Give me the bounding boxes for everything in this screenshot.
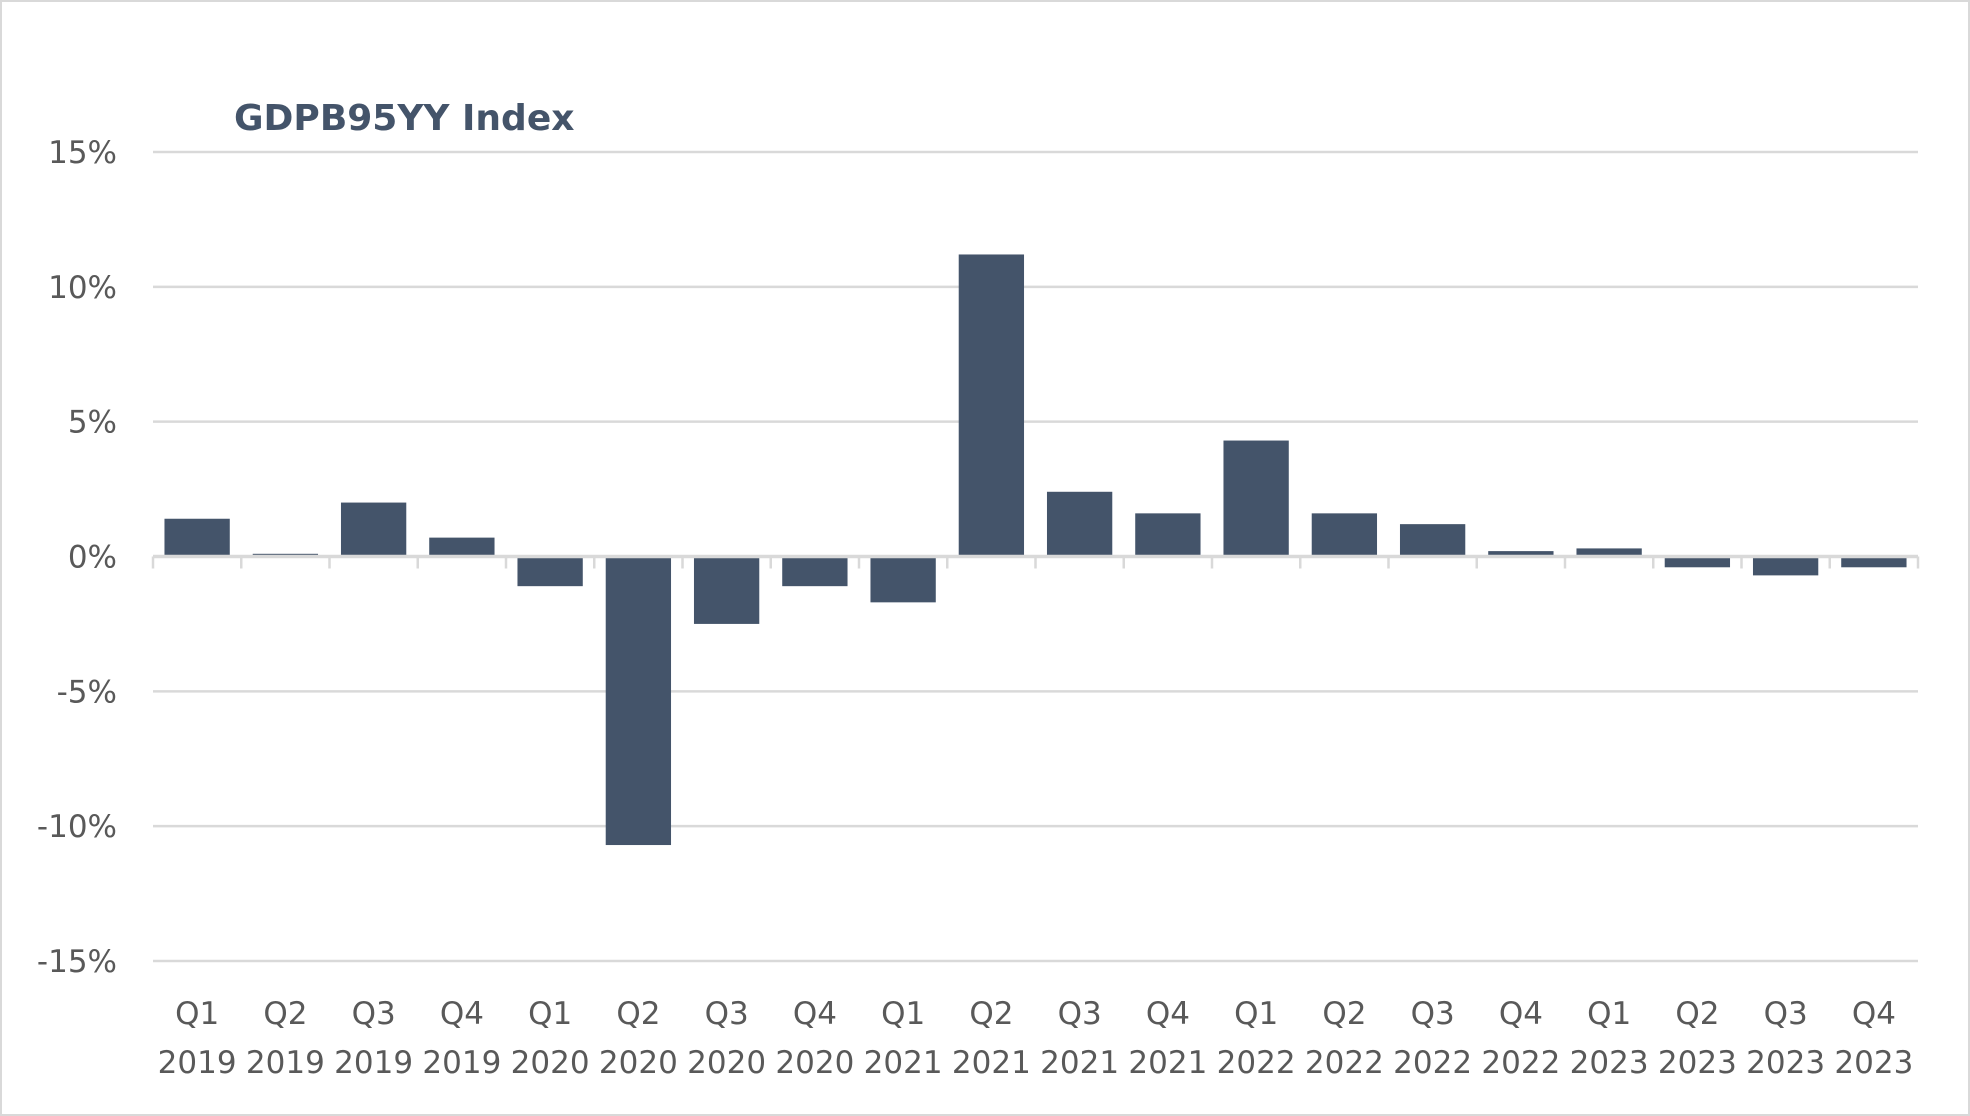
x-tick-label: 2023 bbox=[1746, 1045, 1825, 1081]
bar-q2-2022 bbox=[1311, 513, 1378, 557]
y-tick-label: 5% bbox=[68, 405, 117, 441]
x-tick-label: 2019 bbox=[246, 1045, 325, 1081]
x-tick-label: Q2 bbox=[263, 996, 307, 1032]
x-tick-label: Q3 bbox=[1411, 996, 1455, 1032]
bar-q2-2020 bbox=[605, 556, 672, 846]
bar-q3-2019 bbox=[340, 502, 407, 557]
bar-q3-2023 bbox=[1752, 556, 1819, 576]
x-tick-label: 2021 bbox=[1128, 1045, 1207, 1081]
x-tick-label: Q1 bbox=[1234, 996, 1278, 1032]
x-tick-label: 2020 bbox=[511, 1045, 590, 1081]
y-tick-label: 0% bbox=[68, 540, 117, 576]
x-tick-label: Q1 bbox=[175, 996, 219, 1032]
bar-q2-2023 bbox=[1664, 556, 1731, 568]
x-tick-label: 2019 bbox=[334, 1045, 413, 1081]
x-tick-label: 2022 bbox=[1217, 1045, 1296, 1081]
x-tick-label: 2023 bbox=[1570, 1045, 1649, 1081]
x-tick-label: Q1 bbox=[1587, 996, 1631, 1032]
x-tick-label: Q4 bbox=[440, 996, 484, 1032]
bar-q3-2022 bbox=[1399, 524, 1466, 557]
chart-title: GDPB95YY Index bbox=[234, 98, 574, 139]
bar-q1-2021 bbox=[870, 556, 936, 603]
x-tick-label: 2021 bbox=[1040, 1045, 1119, 1081]
y-tick-label: 10% bbox=[48, 270, 117, 306]
x-tick-label: Q3 bbox=[705, 996, 749, 1032]
x-tick-label: Q2 bbox=[1322, 996, 1366, 1032]
x-tick-label: 2019 bbox=[158, 1045, 237, 1081]
x-tick-label: 2022 bbox=[1481, 1045, 1560, 1081]
x-tick-label: Q4 bbox=[1146, 996, 1190, 1032]
x-tick-label: 2020 bbox=[599, 1045, 678, 1081]
x-tick-label: Q2 bbox=[969, 996, 1013, 1032]
x-tick-label: 2021 bbox=[952, 1045, 1031, 1081]
x-tick-label: Q4 bbox=[1852, 996, 1896, 1032]
x-tick-label: 2021 bbox=[864, 1045, 943, 1081]
y-tick-label: -10% bbox=[37, 809, 117, 845]
x-tick-label: 2023 bbox=[1658, 1045, 1737, 1081]
bar-q1-2022 bbox=[1223, 440, 1289, 557]
x-tick-label: Q1 bbox=[881, 996, 925, 1032]
x-tick-label: 2020 bbox=[687, 1045, 766, 1081]
bar-q4-2023 bbox=[1841, 556, 1907, 568]
y-tick-label: -5% bbox=[57, 674, 117, 710]
bar-q4-2021 bbox=[1135, 513, 1201, 557]
bar-q4-2020 bbox=[782, 556, 848, 587]
x-tick-label: 2023 bbox=[1834, 1045, 1913, 1081]
x-tick-label: Q2 bbox=[616, 996, 660, 1032]
bar-q3-2021 bbox=[1046, 491, 1113, 557]
bar-q1-2023 bbox=[1576, 548, 1642, 557]
x-tick-label: 2019 bbox=[422, 1045, 501, 1081]
x-tick-label: Q2 bbox=[1675, 996, 1719, 1032]
x-tick-label: 2022 bbox=[1393, 1045, 1472, 1081]
x-tick-label: Q4 bbox=[1499, 996, 1543, 1032]
bar-q1-2019 bbox=[164, 518, 230, 557]
x-tick-label: Q1 bbox=[528, 996, 572, 1032]
x-tick-label: Q3 bbox=[1058, 996, 1102, 1032]
y-tick-label: -15% bbox=[37, 944, 117, 980]
x-tick-label: 2020 bbox=[775, 1045, 854, 1081]
bar-q2-2021 bbox=[958, 254, 1025, 557]
x-tick-label: Q3 bbox=[1764, 996, 1808, 1032]
bar-q3-2020 bbox=[693, 556, 760, 624]
bar-q4-2019 bbox=[429, 537, 495, 557]
x-tick-label: Q4 bbox=[793, 996, 837, 1032]
y-tick-label: 15% bbox=[48, 135, 117, 171]
bar-q1-2020 bbox=[517, 556, 583, 587]
bar-q4-2022 bbox=[1488, 551, 1554, 557]
x-tick-label: Q3 bbox=[352, 996, 396, 1032]
x-tick-label: 2022 bbox=[1305, 1045, 1384, 1081]
